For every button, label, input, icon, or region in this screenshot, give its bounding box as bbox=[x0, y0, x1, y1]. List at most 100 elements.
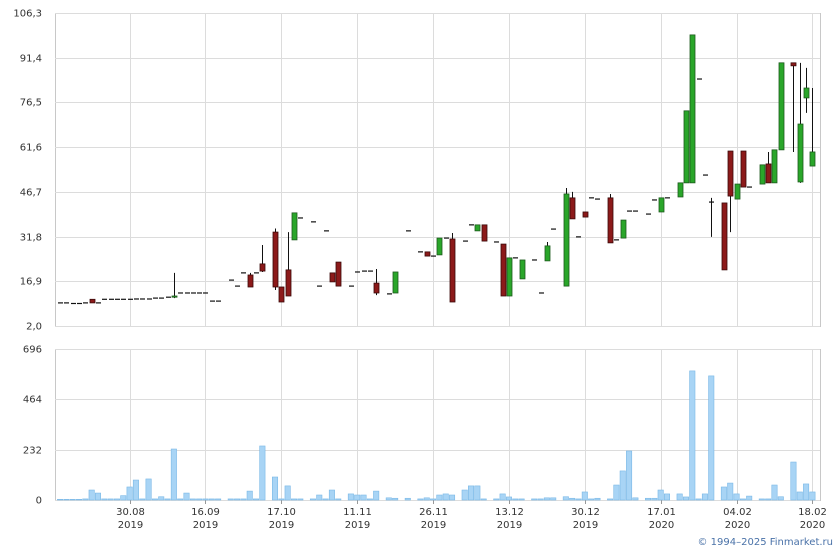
volume-bar bbox=[663, 493, 670, 501]
volume-bar bbox=[253, 498, 260, 501]
volume-bar bbox=[809, 491, 816, 501]
volume-bar bbox=[360, 494, 367, 501]
x-tick-year: 2019 bbox=[118, 520, 143, 531]
candle-body bbox=[759, 164, 766, 185]
x-tick-year: 2019 bbox=[269, 520, 294, 531]
volume-bar bbox=[588, 498, 595, 501]
x-tick-label: 26.11 bbox=[419, 507, 448, 518]
volume-tick-label: 464 bbox=[23, 395, 42, 406]
candle-body bbox=[721, 202, 728, 271]
candle-body bbox=[677, 182, 684, 198]
volume-bar bbox=[88, 489, 95, 501]
volume-bar bbox=[246, 490, 253, 501]
volume-bar bbox=[758, 498, 765, 501]
candle-body bbox=[778, 62, 785, 151]
volume-bar bbox=[480, 498, 487, 501]
volume-bar bbox=[57, 499, 64, 501]
y-tick-label: 76,5 bbox=[20, 98, 42, 109]
volume-bar bbox=[297, 498, 304, 501]
candle-body bbox=[259, 263, 266, 272]
footer: © 1994–2025 Finmarket.ru bbox=[697, 537, 833, 548]
volume-bar bbox=[177, 498, 184, 501]
volume-bar bbox=[328, 489, 335, 501]
volume-bar bbox=[645, 497, 652, 501]
volume-frame bbox=[55, 349, 821, 501]
candle-body bbox=[335, 261, 342, 287]
volume-bar bbox=[316, 494, 323, 501]
volume-bar bbox=[373, 490, 380, 501]
candle-body bbox=[771, 149, 778, 184]
x-tick-label: 04.02 bbox=[723, 507, 752, 518]
volume-bar bbox=[309, 498, 316, 501]
volume-bar bbox=[404, 497, 411, 501]
y-tick-label: 46,7 bbox=[20, 188, 42, 199]
x-tick-year: 2019 bbox=[497, 520, 522, 531]
volume-bar bbox=[651, 497, 658, 501]
volume-bar bbox=[727, 482, 734, 501]
volume-bar bbox=[76, 499, 83, 501]
candle-body bbox=[285, 269, 292, 297]
candle-body bbox=[658, 197, 665, 213]
volume-bar bbox=[442, 493, 449, 501]
volume-bar bbox=[278, 498, 285, 501]
volume-bar bbox=[126, 486, 133, 501]
volume-bar bbox=[531, 498, 538, 501]
candle-body bbox=[474, 224, 481, 232]
candle-body bbox=[481, 224, 488, 242]
x-tick-label: 30.12 bbox=[571, 507, 600, 518]
volume-bar bbox=[366, 498, 373, 501]
x-tick-label: 13.12 bbox=[495, 507, 524, 518]
x-tick-year: 2020 bbox=[649, 520, 674, 531]
volume-bar bbox=[493, 498, 500, 501]
volume-bar bbox=[695, 498, 702, 501]
volume-bar bbox=[733, 493, 740, 501]
volume-bar bbox=[196, 498, 203, 501]
candle-body bbox=[563, 193, 570, 287]
x-tick-label: 11.11 bbox=[343, 507, 372, 518]
candle-body bbox=[171, 295, 178, 298]
volume-bar bbox=[215, 498, 222, 501]
x-tick-year: 2019 bbox=[573, 520, 598, 531]
volume-bar bbox=[120, 495, 127, 501]
y-tick-label: 91,4 bbox=[20, 54, 42, 65]
volume-bar bbox=[657, 489, 664, 501]
candle-body bbox=[329, 272, 336, 283]
candle-body bbox=[291, 212, 298, 241]
candle-body bbox=[582, 211, 589, 218]
candle-body bbox=[373, 282, 380, 294]
volume-bar bbox=[259, 445, 266, 501]
candle-body bbox=[569, 197, 576, 220]
volume-bar bbox=[581, 491, 588, 501]
volume-bar bbox=[765, 498, 772, 501]
volume-bar bbox=[720, 486, 727, 501]
volume-bar bbox=[689, 370, 696, 501]
volume-bar bbox=[803, 483, 810, 501]
volume-bar bbox=[607, 498, 614, 501]
candle-body bbox=[607, 197, 614, 244]
volume-bar bbox=[512, 498, 519, 501]
volume-bar bbox=[468, 485, 475, 501]
candle-body bbox=[424, 251, 431, 257]
volume-bar bbox=[461, 489, 468, 501]
x-tick-label: 30.08 bbox=[116, 507, 145, 518]
volume-bar bbox=[227, 498, 234, 501]
volume-bar bbox=[423, 497, 430, 501]
candle-body bbox=[436, 237, 443, 256]
volume-bar bbox=[777, 496, 784, 501]
volume-bar bbox=[474, 485, 481, 501]
candle-body bbox=[544, 245, 551, 262]
volume-bar bbox=[790, 461, 797, 501]
x-tick-label: 17.10 bbox=[267, 507, 296, 518]
candle-body bbox=[278, 286, 285, 303]
volume-bar bbox=[430, 498, 437, 501]
volume-bar bbox=[575, 498, 582, 501]
volume-bar bbox=[392, 497, 399, 501]
volume-bar bbox=[132, 479, 139, 501]
volume-bar bbox=[170, 448, 177, 501]
volume-bar bbox=[436, 494, 443, 501]
volume-bar bbox=[322, 498, 329, 501]
candle-body bbox=[734, 183, 741, 200]
volume-bar bbox=[164, 498, 171, 501]
volume-bar bbox=[746, 495, 753, 501]
volume-bar bbox=[771, 484, 778, 501]
